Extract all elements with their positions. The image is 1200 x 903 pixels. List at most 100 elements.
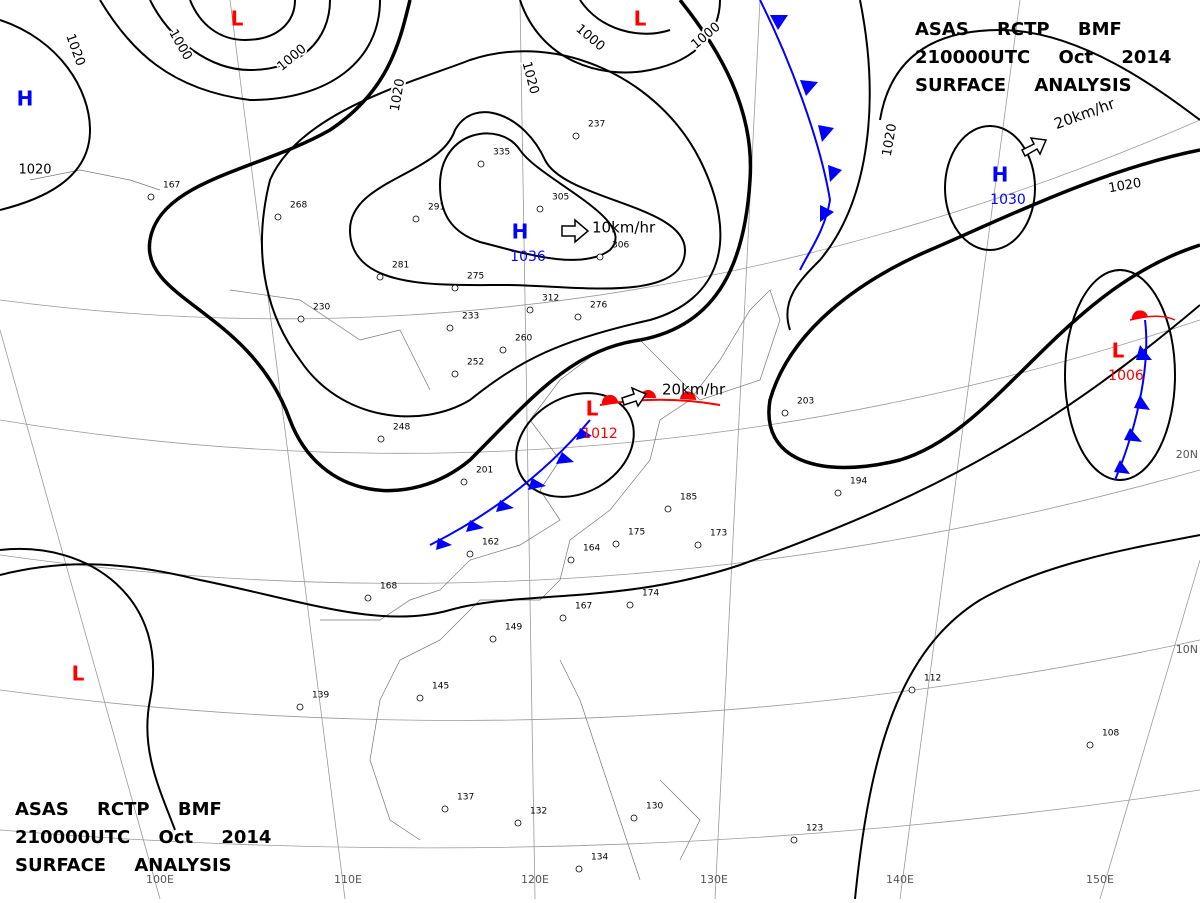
- front-symbol: [1114, 345, 1152, 474]
- station-pressure: 276: [590, 301, 607, 311]
- coast: [29, 169, 431, 391]
- station-marker: [536, 205, 544, 213]
- motion-label: 20km/hr: [662, 381, 726, 399]
- header-line: SURFACE ANALYSIS: [915, 75, 1132, 96]
- center-pressure: 1012: [582, 426, 618, 442]
- station-pressure: 167: [575, 602, 592, 612]
- station-pressure: 108: [1102, 729, 1119, 739]
- isobar: [0, 304, 1200, 618]
- motion-arrow: [561, 218, 590, 244]
- meridian: [0, 329, 161, 900]
- station-marker: [274, 213, 282, 221]
- station-pressure: 162: [482, 538, 499, 548]
- longitude-label: 140E: [886, 873, 914, 886]
- center-letter: L: [72, 662, 85, 686]
- station-pressure: 132: [530, 807, 547, 817]
- isobar: [0, 547, 176, 831]
- station-marker: [630, 814, 638, 822]
- station-pressure: 305: [552, 193, 569, 203]
- station-pressure: 260: [515, 334, 532, 344]
- station-marker: [412, 215, 420, 223]
- station-pressure: 139: [312, 691, 329, 701]
- coast: [559, 659, 701, 881]
- station-pressure: 134: [591, 853, 608, 863]
- station-pressure: 123: [806, 824, 823, 834]
- center-letter: L: [231, 7, 244, 31]
- station-marker: [834, 489, 842, 497]
- station-marker: [460, 478, 468, 486]
- cold-front: [429, 419, 591, 546]
- station-pressure: 275: [467, 272, 484, 282]
- meridian: [1099, 559, 1200, 900]
- front-symbol: [601, 390, 697, 404]
- center-pressure: 1030: [990, 192, 1026, 208]
- longitude-label: 100E: [146, 873, 174, 886]
- station-marker: [575, 865, 583, 873]
- station-pressure: 167: [163, 181, 180, 191]
- isobar: [149, 0, 331, 72]
- isobar: [348, 111, 687, 290]
- meridian: [899, 0, 1021, 900]
- station-pressure: 230: [313, 303, 330, 313]
- station-pressure: 335: [493, 148, 510, 158]
- station-pressure: 174: [642, 589, 659, 599]
- header: ASAS RCTP BMF 210000UTC Oct 2014 SURFACE…: [15, 799, 271, 876]
- center-letter: H: [512, 220, 529, 244]
- center-letter: L: [1112, 339, 1125, 363]
- front-symbol: [1131, 310, 1148, 320]
- station-marker: [781, 409, 789, 417]
- cold-front: [759, 0, 832, 271]
- isobar: [854, 534, 1200, 900]
- station-marker: [364, 594, 372, 602]
- center-pressure: 1036: [510, 249, 546, 265]
- isobar: [767, 148, 1200, 470]
- center-letter: H: [992, 163, 1009, 187]
- station-pressure: 291: [428, 203, 445, 213]
- center-pressure: 1006: [1108, 368, 1144, 384]
- station-marker: [466, 550, 474, 558]
- station-marker: [559, 614, 567, 622]
- station-marker: [297, 315, 305, 323]
- station-marker: [477, 160, 485, 168]
- station-pressure: 112: [924, 674, 941, 684]
- station-pressure: 164: [583, 544, 600, 554]
- station-marker: [514, 819, 522, 827]
- station-pressure: 149: [505, 623, 522, 633]
- longitude-label: 110E: [334, 873, 362, 886]
- station-marker: [908, 686, 916, 694]
- station-pressure: 130: [646, 802, 663, 812]
- warm-front: [599, 398, 721, 406]
- isobar: [579, 0, 671, 35]
- station-marker: [664, 505, 672, 513]
- station-marker: [1086, 741, 1094, 749]
- station-marker: [376, 273, 384, 281]
- isobar: [1064, 269, 1176, 481]
- station-marker: [296, 703, 304, 711]
- motion-arrows: [561, 137, 1048, 408]
- header-line: ASAS RCTP BMF: [915, 19, 1122, 40]
- motion-arrow: [621, 386, 648, 408]
- station-pressure: 168: [380, 582, 397, 592]
- isobar: [944, 125, 1036, 251]
- station-marker: [489, 635, 497, 643]
- latitude-label: 20N: [1176, 448, 1198, 461]
- station-marker: [416, 694, 424, 702]
- station-marker: [147, 193, 155, 201]
- station-marker: [451, 370, 459, 378]
- station-marker: [694, 541, 702, 549]
- longitude-label: 130E: [700, 873, 728, 886]
- station-pressure: 137: [457, 793, 474, 803]
- station-pressure: 203: [797, 397, 814, 407]
- station-marker: [612, 540, 620, 548]
- station-marker: [567, 556, 575, 564]
- center-letter: H: [17, 87, 34, 111]
- cold-front: [1114, 319, 1148, 481]
- isobar: [438, 132, 617, 261]
- header: ASAS RCTP BMF 210000UTC Oct 2014 SURFACE…: [915, 19, 1171, 96]
- header-line: ASAS RCTP BMF: [15, 799, 222, 820]
- station-pressure: 145: [432, 682, 449, 692]
- center-letter: L: [586, 397, 599, 421]
- station-marker: [790, 836, 798, 844]
- meridian: [519, 0, 536, 900]
